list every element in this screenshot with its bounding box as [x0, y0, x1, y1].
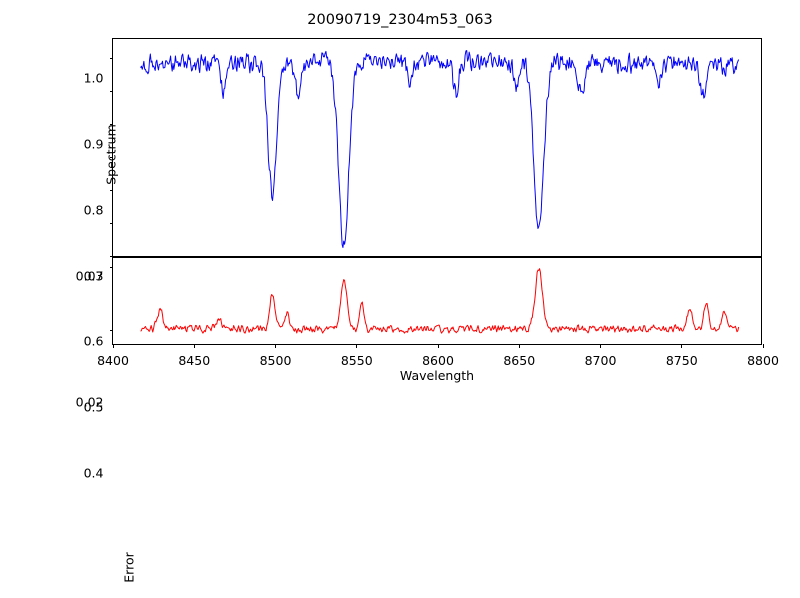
x-tick-label: 8450: [178, 352, 211, 368]
y-tick-mark: 0.9: [84, 91, 113, 151]
error-axes: 0.02 0.03 8400 8450 8500 8550 8600 8650 8700 875…: [76, 257, 779, 583]
error-trace: [140, 268, 740, 334]
x-tick-label: 8500: [259, 352, 292, 368]
x-axis-label: Wavelength: [399, 368, 475, 383]
y-tick-label: 0.4: [83, 465, 104, 481]
x-tick-mark: 8750: [666, 344, 698, 368]
x-tick-mark: 8650: [503, 344, 535, 368]
x-tick-mark: 8400: [97, 344, 129, 368]
x-tick-mark: 8600: [422, 344, 454, 368]
error-y-axis-label: Error: [121, 552, 137, 583]
x-tick-mark: 8550: [341, 344, 373, 368]
error-line-series: [140, 268, 740, 334]
y-tick-mark: 0.02: [76, 329, 113, 410]
spectrum-line-series: [140, 50, 740, 249]
y-tick-label: 0.03: [75, 268, 104, 284]
figure-canvas: 20090719_2304m53_063 0.4 0.5 0.6 0.7 0.8 0.9 1…: [75, 12, 779, 583]
y-tick-label: 1.0: [83, 70, 104, 86]
x-tick-label: 8400: [97, 352, 129, 368]
y-tick-label: 0.7: [83, 268, 104, 284]
y-tick-label: 0.6: [83, 333, 104, 349]
x-tick-label: 8750: [665, 352, 698, 368]
spectrum-y-axis-label: Spectrum: [103, 124, 119, 185]
y-tick-label: 0.8: [83, 202, 104, 218]
x-tick-label: 8600: [422, 352, 454, 368]
x-tick-label: 8550: [340, 352, 373, 368]
x-tick-label: 8700: [584, 352, 617, 368]
x-tick-mark: 8700: [585, 344, 616, 368]
x-tick-label: 8800: [747, 352, 779, 368]
spectrum-trace: [140, 50, 740, 249]
y-tick-label: 0.02: [75, 394, 104, 410]
y-tick-mark: 0.7: [84, 157, 113, 283]
x-tick-label: 8650: [503, 352, 536, 368]
x-tick-mark: 8800: [747, 344, 779, 368]
y-tick-mark: 0.03: [76, 266, 113, 284]
y-tick-mark: 0.5: [84, 222, 113, 415]
page-title: 20090719_2304m53_063: [307, 12, 493, 28]
x-tick-mark: 8500: [260, 344, 291, 368]
y-tick-mark: 0.8: [84, 124, 113, 217]
spectrum-axes: 0.4 0.5 0.6 0.7 0.8 0.9 1.0 Spectrum: [84, 38, 762, 481]
y-tick-mark: 1.0: [84, 58, 113, 86]
y-tick-label: 0.9: [83, 136, 104, 152]
y-tick-mark: 0.6: [84, 189, 113, 349]
x-tick-mark: 8450: [178, 344, 210, 368]
